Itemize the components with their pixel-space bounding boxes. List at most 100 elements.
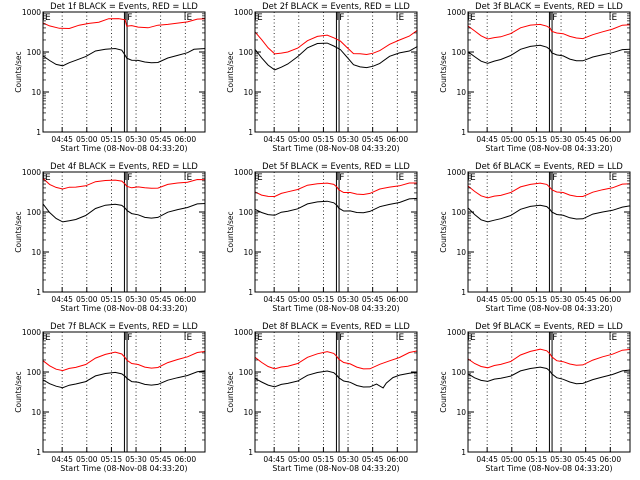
y-tick-label: 10 (456, 88, 466, 97)
x-tick-label: 05:15 (101, 295, 123, 304)
y-axis-label: Counts/sec (439, 371, 448, 412)
x-tick-label: 05:30 (125, 295, 147, 304)
x-tick-label: 05:45 (575, 135, 597, 144)
y-tick-label: 100 (27, 48, 42, 57)
marker-label: E (399, 13, 405, 23)
series-lld (254, 29, 418, 56)
x-axis-label: Start Time (08-Nov-08 04:33:20) (60, 144, 187, 153)
marker-label: F (339, 333, 344, 343)
x-tick-label: 05:15 (313, 295, 335, 304)
plot-frame (254, 11, 418, 133)
x-tick-label: 05:15 (526, 455, 548, 464)
series-events (467, 44, 631, 64)
x-tick-label: 05:45 (362, 455, 384, 464)
series-events (42, 47, 206, 67)
y-tick-label: 1000 (22, 328, 41, 337)
x-tick-label: 04:45 (51, 455, 73, 464)
y-tick-label: 1 (461, 288, 466, 297)
x-tick-label: 05:30 (550, 135, 572, 144)
x-tick-label: 04:45 (263, 135, 285, 144)
panel-title: Det 9f BLACK = Events, RED = LLD (475, 321, 623, 331)
x-axis-label: Start Time (08-Nov-08 04:33:20) (485, 464, 612, 473)
x-axis-label: Start Time (08-Nov-08 04:33:20) (60, 304, 187, 313)
y-axis-label: Counts/sec (439, 211, 448, 252)
y-tick-label: 1 (36, 448, 41, 457)
y-tick-label: 10 (456, 248, 466, 257)
panel-title: Det 2f BLACK = Events, RED = LLD (262, 1, 410, 11)
y-tick-label: 100 (452, 368, 467, 377)
x-axis-label: Start Time (08-Nov-08 04:33:20) (60, 464, 187, 473)
x-tick-label: 06:00 (174, 135, 196, 144)
y-axis-label: Counts/sec (226, 211, 235, 252)
x-tick-label: 04:45 (51, 295, 73, 304)
panel-det-8: Det 8f BLACK = Events, RED = LLD E F E 1 10 10… (226, 321, 418, 473)
marker-label: E (470, 13, 476, 23)
marker-label: E (257, 333, 263, 343)
plot-frame (42, 331, 206, 453)
marker-label: F (339, 13, 344, 23)
y-axis-label: Counts/sec (439, 51, 448, 92)
marker-label: E (612, 333, 618, 343)
y-tick-label: 1 (36, 128, 41, 137)
x-tick-label: 04:45 (263, 295, 285, 304)
y-tick-label: 10 (31, 88, 41, 97)
y-tick-label: 10 (243, 88, 253, 97)
x-tick-label: 04:45 (476, 135, 498, 144)
panel-title: Det 8f BLACK = Events, RED = LLD (262, 321, 410, 331)
x-tick-label: 06:00 (599, 135, 621, 144)
x-axis-label: Start Time (08-Nov-08 04:33:20) (272, 144, 399, 153)
marker-label: E (45, 13, 51, 23)
x-axis-label: Start Time (08-Nov-08 04:33:20) (272, 464, 399, 473)
y-tick-label: 10 (31, 248, 41, 257)
x-tick-label: 05:30 (550, 455, 572, 464)
plot-frame (42, 11, 206, 133)
marker-label: F (127, 13, 132, 23)
panel-det-6: Det 6f BLACK = Events, RED = LLD E F E 1 10 10… (439, 161, 631, 313)
marker-label: E (187, 333, 193, 343)
series-events (42, 370, 206, 389)
panel-title: Det 7f BLACK = Events, RED = LLD (50, 321, 198, 331)
x-tick-label: 05:45 (362, 295, 384, 304)
y-axis-label: Counts/sec (14, 51, 23, 92)
x-tick-label: 06:00 (599, 455, 621, 464)
panel-det-7: Det 7f BLACK = Events, RED = LLD E F E 1 10 10… (14, 321, 206, 473)
series-lld (467, 182, 631, 199)
x-tick-label: 05:45 (150, 455, 172, 464)
series-events (254, 197, 418, 216)
x-axis-label: Start Time (08-Nov-08 04:33:20) (485, 304, 612, 313)
x-tick-label: 05:30 (337, 295, 359, 304)
panel-title: Det 6f BLACK = Events, RED = LLD (475, 161, 623, 171)
x-tick-label: 05:30 (125, 135, 147, 144)
x-tick-label: 06:00 (174, 455, 196, 464)
x-axis-label: Start Time (08-Nov-08 04:33:20) (272, 304, 399, 313)
y-tick-label: 1 (248, 288, 253, 297)
x-tick-label: 05:15 (313, 455, 335, 464)
x-tick-label: 05:00 (288, 135, 310, 144)
y-tick-label: 100 (239, 48, 254, 57)
y-tick-label: 100 (452, 208, 467, 217)
y-axis-label: Counts/sec (226, 51, 235, 92)
marker-label: F (552, 13, 557, 23)
x-tick-label: 05:00 (501, 455, 523, 464)
y-tick-label: 100 (27, 368, 42, 377)
marker-label: E (257, 13, 263, 23)
plot-frame (467, 171, 631, 293)
x-tick-label: 04:45 (51, 135, 73, 144)
x-tick-label: 05:45 (575, 295, 597, 304)
marker-label: E (399, 333, 405, 343)
y-tick-label: 1 (461, 448, 466, 457)
series-events (467, 366, 631, 385)
panel-det-2: Det 2f BLACK = Events, RED = LLD E F E 1 10 10… (226, 1, 418, 153)
y-tick-label: 10 (31, 408, 41, 417)
x-tick-label: 05:30 (550, 295, 572, 304)
marker-label: E (187, 173, 193, 183)
series-lld (42, 350, 206, 372)
x-tick-label: 05:30 (125, 455, 147, 464)
x-tick-label: 05:15 (101, 135, 123, 144)
x-tick-label: 05:00 (76, 295, 98, 304)
y-tick-label: 1000 (447, 328, 466, 337)
marker-label: F (127, 333, 132, 343)
panel-det-1: Det 1f BLACK = Events, RED = LLD E F E 1 10 10… (14, 1, 206, 153)
marker-label: E (45, 333, 51, 343)
